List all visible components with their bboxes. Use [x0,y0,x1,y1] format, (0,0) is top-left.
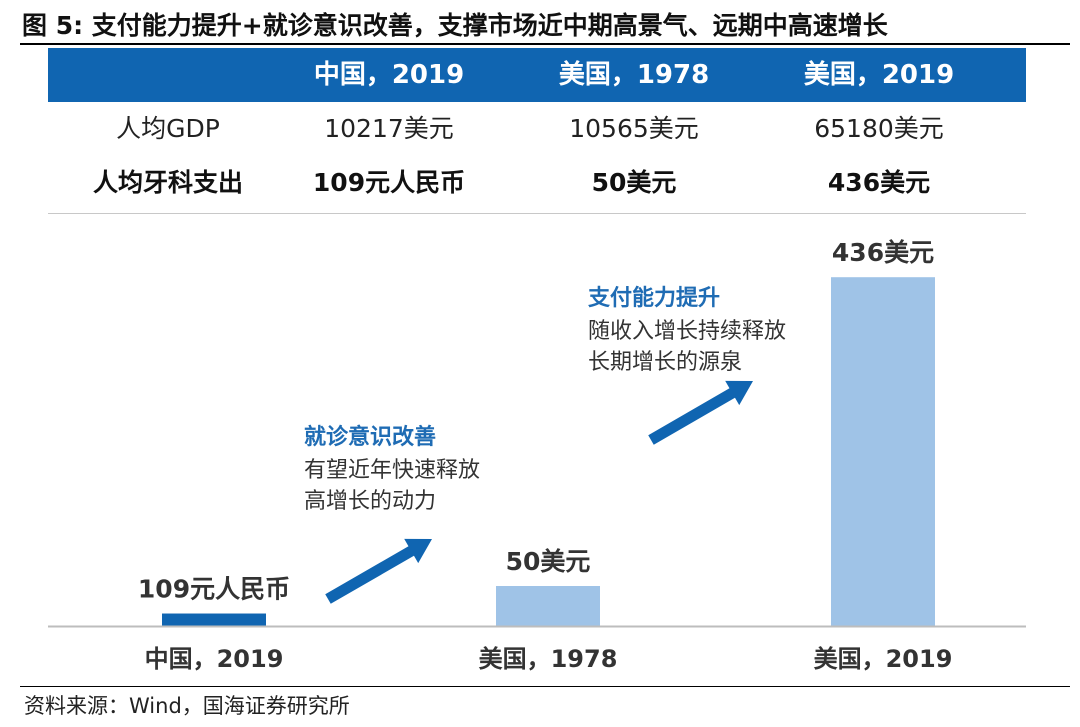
title-rule [20,43,1070,45]
growth-arrow-1 [325,538,432,604]
cell-gdp-us-1978: 10565美元 [569,114,699,143]
row-label-dental: 人均牙科支出 [92,168,243,197]
table-bottom-rule [48,213,1026,214]
comparison-table: 中国，2019 美国，1978 美国，2019 人均GDP 10217美元 10… [48,48,1026,210]
cell-gdp-china-2019: 10217美元 [324,114,454,143]
table-row-gdp: 人均GDP 10217美元 10565美元 65180美元 [48,102,1026,156]
annotation-heading-1: 支付能力提升 [588,285,720,311]
category-label-0: 中国，2019 [145,645,284,673]
row-label-gdp: 人均GDP [116,114,220,143]
cell-gdp-us-2019: 65180美元 [814,114,944,143]
table-header: 中国，2019 美国，1978 美国，2019 [48,48,1026,102]
value-label-0: 109元人民币 [138,575,290,604]
value-label-2: 436美元 [832,238,934,267]
value-label-1: 50美元 [506,547,591,576]
bar-2 [831,277,935,626]
header-us-2019: 美国，2019 [803,60,955,90]
category-label-2: 美国，2019 [814,645,953,673]
header-china-2019: 中国，2019 [313,60,465,90]
annotation-line-0-0: 有望近年快速释放 [304,458,480,483]
growth-arrow-2 [648,380,753,445]
annotation-line-1-0: 随收入增长持续释放 [588,319,786,344]
annotation-line-0-1: 高增长的动力 [304,489,436,514]
figure-title: 图 5: 支付能力提升+就诊意识改善，支撑市场近中期高景气、远期中高速增长 [22,11,888,40]
bar-1 [496,586,600,626]
annotation-line-1-1: 长期增长的源泉 [588,350,742,375]
cell-dental-china-2019: 109元人民币 [312,168,466,197]
source-note: 资料来源：Wind，国海证券研究所 [24,694,350,718]
header-us-1978: 美国，1978 [558,60,710,90]
bar-0 [162,613,266,626]
cell-dental-us-2019: 436美元 [827,168,931,197]
category-label-1: 美国，1978 [479,645,618,673]
source-rule [20,686,1070,687]
cell-dental-us-1978: 50美元 [591,168,677,197]
annotation-heading-0: 就诊意识改善 [304,424,436,450]
table-row-dental: 人均牙科支出 109元人民币 50美元 436美元 [48,156,1026,210]
